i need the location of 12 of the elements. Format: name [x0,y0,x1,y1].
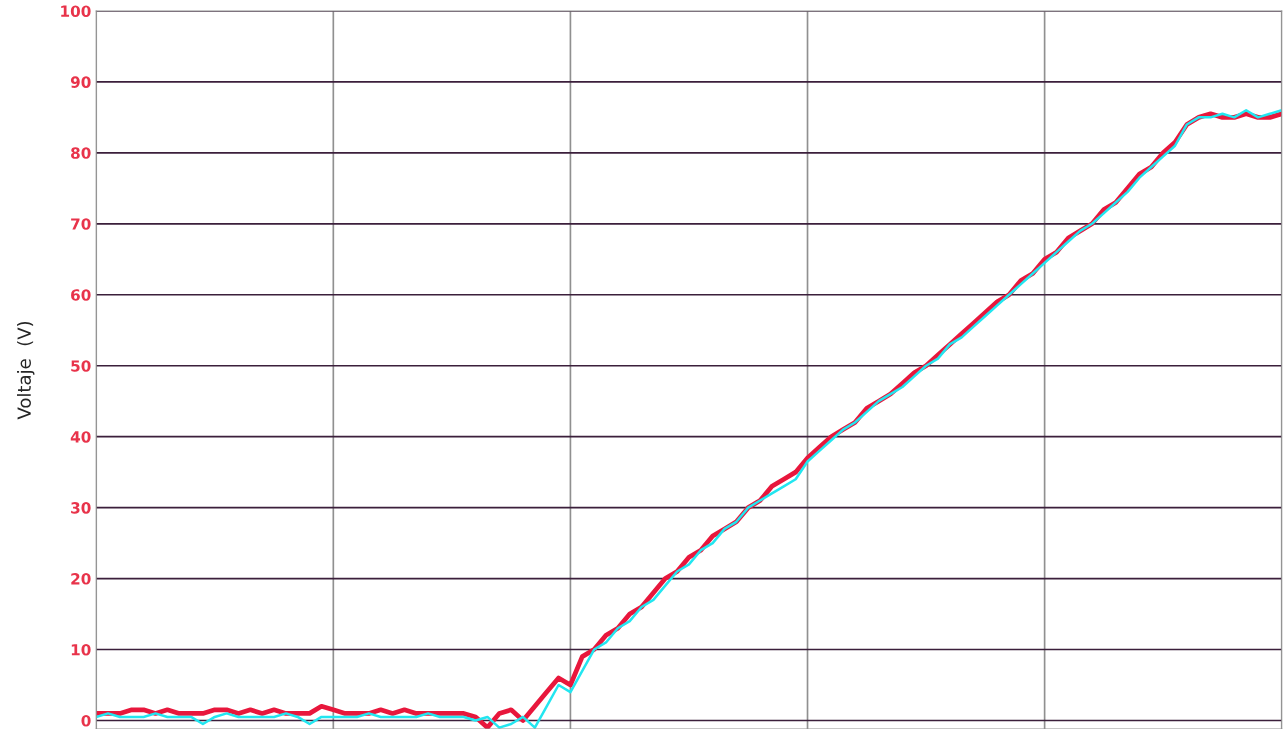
y-tick-label: 90 [70,76,91,88]
y-tick-label: 50 [71,360,91,372]
y-tick-label: 30 [71,502,91,514]
y-tick-label: 20 [71,573,91,585]
y-tick-label: 10 [71,644,91,656]
y-tick-label: 0 [81,714,91,727]
y-tick-label: 60 [71,289,91,301]
y-tick-label: 80 [71,147,91,159]
y-tick-label: 40 [70,431,91,443]
y-axis-title: Voltaje (V) [17,321,35,420]
y-tick-label: 70 [71,218,91,230]
y-tick-label: 100 [61,5,91,17]
